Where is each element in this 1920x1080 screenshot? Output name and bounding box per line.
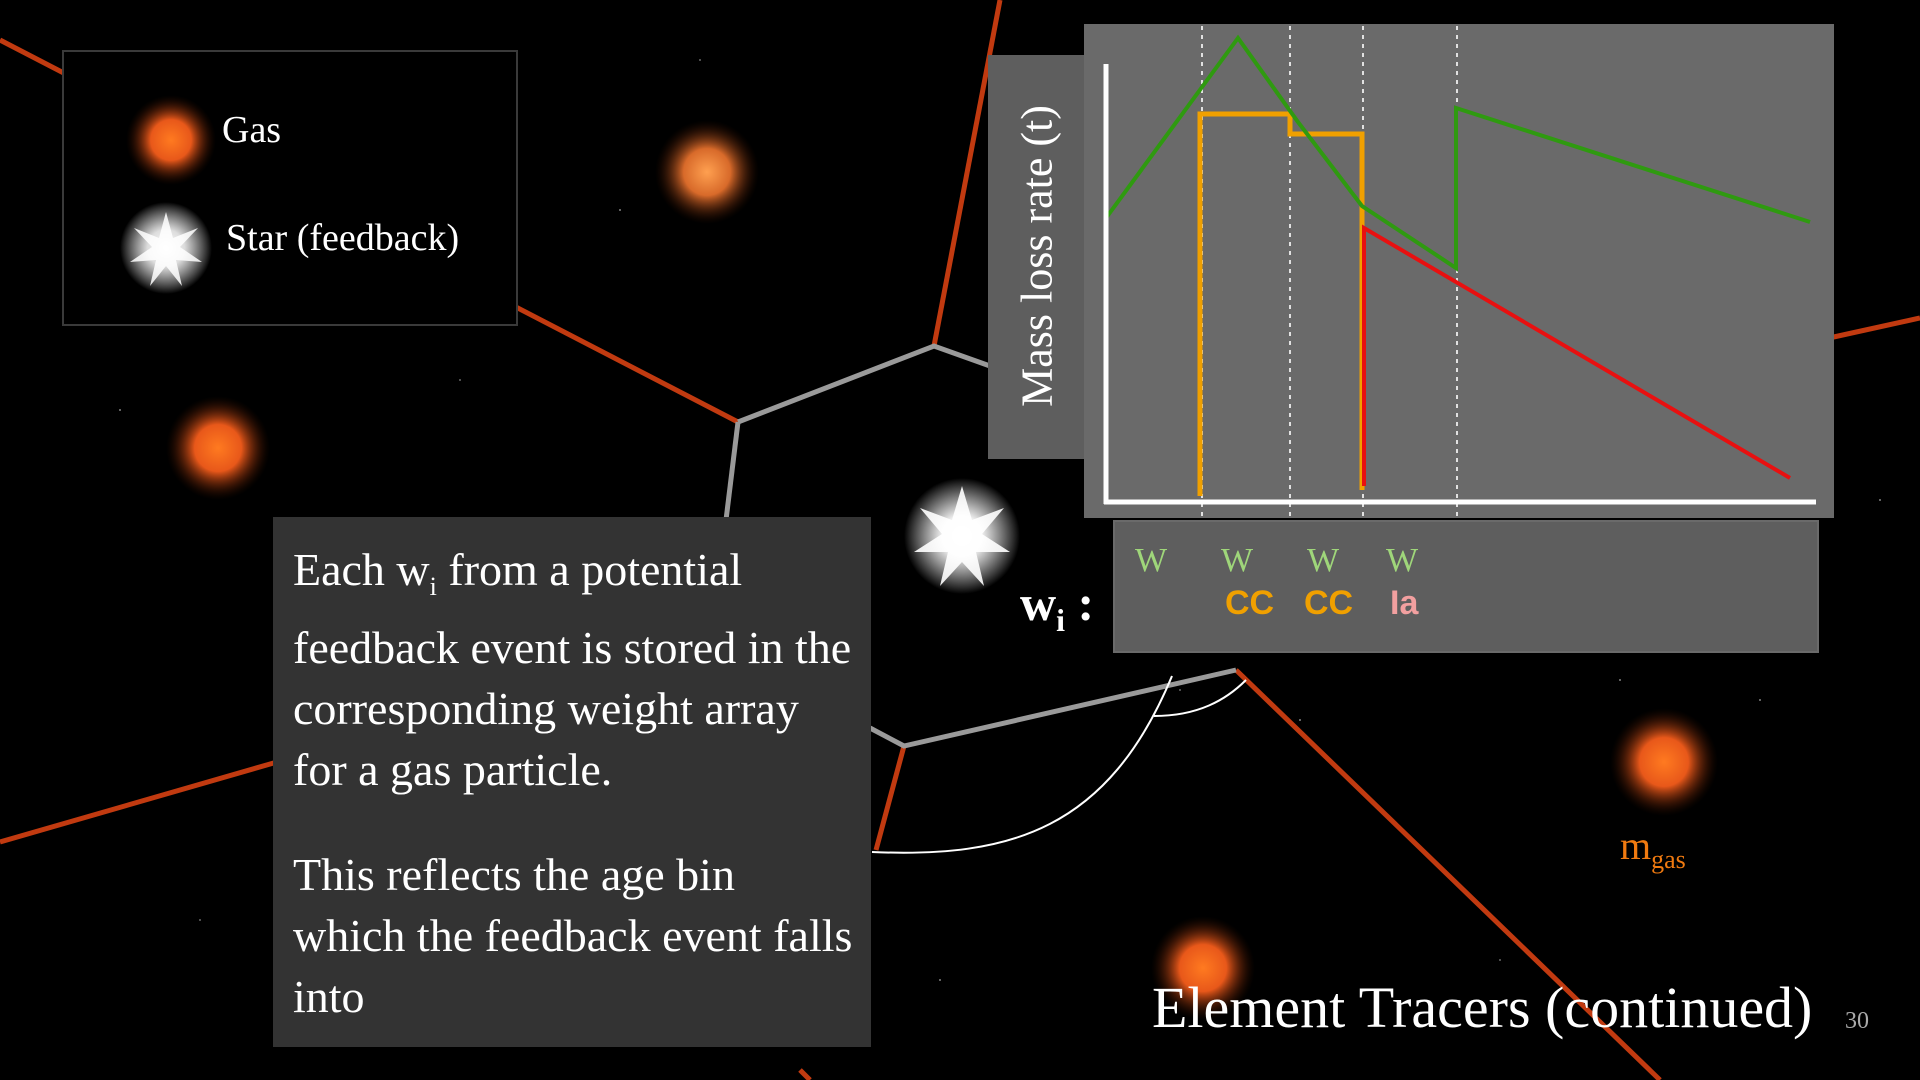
weight-symbol-sub: i bbox=[1056, 602, 1065, 638]
bin-2-type: CC bbox=[1225, 584, 1275, 622]
weight-symbol-w: w bbox=[1020, 575, 1057, 631]
paragraph-1-rest: from a potential feedback event is store… bbox=[293, 544, 852, 796]
star-legend-icon bbox=[120, 202, 212, 294]
feedback-star bbox=[904, 478, 1020, 594]
paragraph-1-subscript: i bbox=[429, 572, 437, 602]
bin-3-weight: W bbox=[1307, 542, 1340, 579]
weight-symbol-colon: : bbox=[1077, 575, 1095, 631]
legend-box: Gas Star (feedback) bbox=[62, 50, 518, 326]
bin-1-weight: W bbox=[1135, 542, 1168, 579]
gas-mass-label: mgas bbox=[1620, 822, 1686, 875]
weight-array-panel: W W W W CC CC Ia bbox=[1113, 520, 1819, 653]
weight-symbol: wi : bbox=[1020, 574, 1094, 639]
paragraph-1: Each wi from a potential feedback event … bbox=[293, 539, 853, 800]
bin-4-type: Ia bbox=[1390, 584, 1419, 622]
plot-panel bbox=[1084, 24, 1834, 518]
slide-title: Element Tracers (continued) bbox=[1152, 975, 1813, 1040]
slide-number: 30 bbox=[1845, 1008, 1869, 1034]
y-axis-label: Mass loss rate (t) bbox=[1012, 105, 1062, 407]
bin-3-type: CC bbox=[1304, 584, 1354, 622]
paragraph-2: This reflects the age bin which the feed… bbox=[293, 849, 853, 1022]
gas-particles bbox=[166, 120, 1718, 1020]
explanation-box: Each wi from a potential feedback event … bbox=[273, 517, 871, 1047]
y-axis-label-box bbox=[988, 55, 1084, 459]
paragraph-1-start: Each w bbox=[293, 544, 430, 595]
star-legend-label: Star (feedback) bbox=[226, 217, 460, 259]
bin-2-weight: W bbox=[1221, 542, 1254, 579]
gas-mass-subscript: gas bbox=[1651, 845, 1686, 874]
gas-legend-icon bbox=[126, 95, 216, 185]
gas-legend-label: Gas bbox=[222, 109, 282, 151]
connector-curves bbox=[871, 675, 1247, 854]
gas-mass-symbol: m bbox=[1620, 823, 1652, 868]
bin-4-weight: W bbox=[1386, 542, 1419, 579]
